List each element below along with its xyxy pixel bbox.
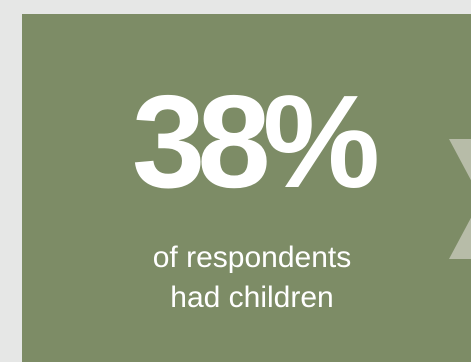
stat-value: 38% bbox=[131, 68, 380, 215]
stat-caption-line-1: of respondents bbox=[152, 241, 352, 274]
stat-card: 38% of respondents had children bbox=[22, 14, 471, 362]
chevron-right-icon bbox=[449, 139, 471, 259]
stat-caption-line-2: had children bbox=[170, 281, 334, 314]
stat-caption: of respondents had children bbox=[82, 238, 422, 318]
